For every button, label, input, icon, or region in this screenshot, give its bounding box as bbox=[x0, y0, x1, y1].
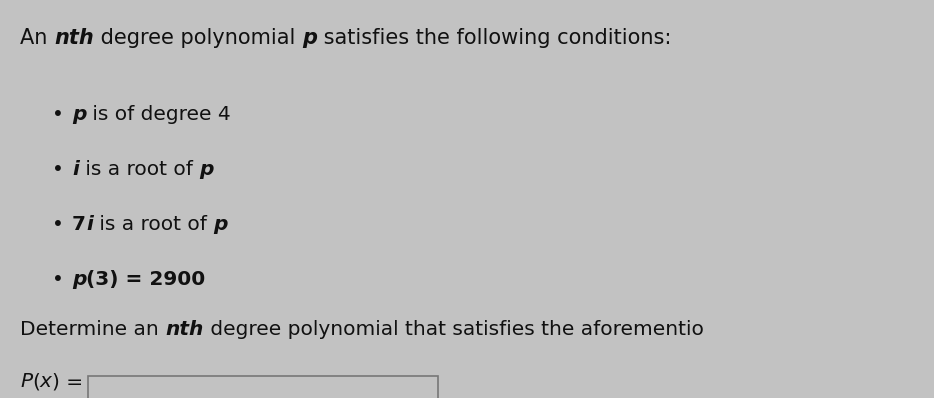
Text: satisfies the following conditions:: satisfies the following conditions: bbox=[317, 28, 672, 48]
Text: is a root of: is a root of bbox=[78, 160, 199, 179]
Text: degree polynomial: degree polynomial bbox=[93, 28, 302, 48]
Text: degree polynomial that satisfies the aforementio: degree polynomial that satisfies the afo… bbox=[204, 320, 703, 339]
Text: Determine an: Determine an bbox=[20, 320, 165, 339]
Text: i: i bbox=[72, 160, 78, 179]
Text: x: x bbox=[40, 372, 52, 391]
Text: (3) = 2900: (3) = 2900 bbox=[86, 270, 205, 289]
Text: p: p bbox=[213, 215, 228, 234]
Text: p: p bbox=[302, 28, 317, 48]
Text: 7: 7 bbox=[72, 215, 86, 234]
Text: •: • bbox=[52, 215, 64, 234]
Text: p: p bbox=[199, 160, 214, 179]
Text: ) =: ) = bbox=[52, 372, 83, 391]
Text: •: • bbox=[52, 160, 64, 179]
Text: i: i bbox=[86, 215, 92, 234]
Text: •: • bbox=[52, 270, 64, 289]
Text: is a root of: is a root of bbox=[92, 215, 213, 234]
Text: p: p bbox=[72, 105, 86, 124]
FancyBboxPatch shape bbox=[88, 376, 438, 398]
Text: p: p bbox=[72, 270, 86, 289]
Text: P: P bbox=[20, 372, 32, 391]
Text: nth: nth bbox=[165, 320, 204, 339]
Text: •: • bbox=[52, 105, 64, 124]
Text: An: An bbox=[20, 28, 54, 48]
Text: is of degree 4: is of degree 4 bbox=[86, 105, 231, 124]
Text: nth: nth bbox=[54, 28, 93, 48]
Text: (: ( bbox=[32, 372, 40, 391]
